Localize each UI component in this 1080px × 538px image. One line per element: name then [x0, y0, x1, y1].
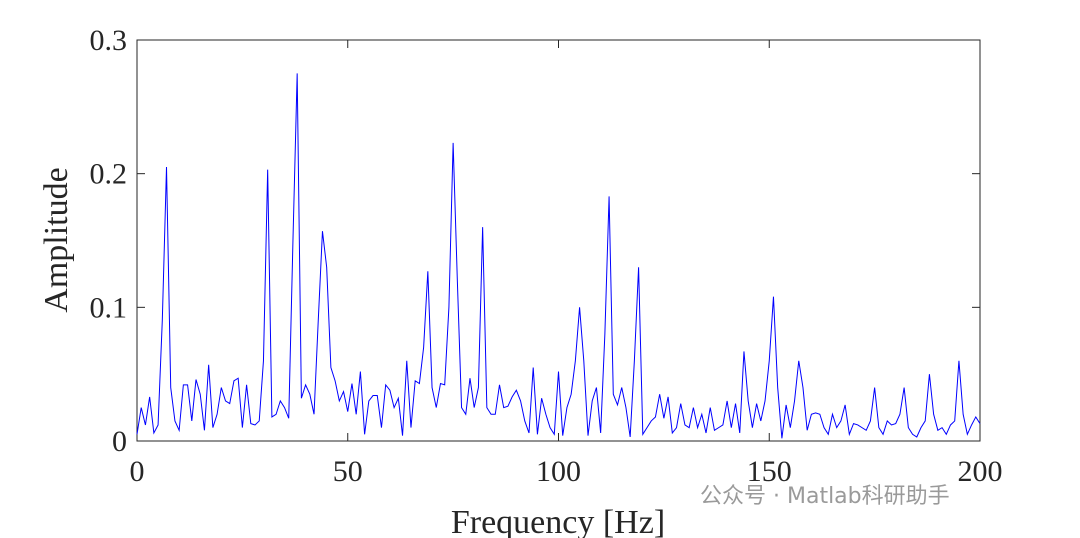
y-axis-label: Amplitude [38, 167, 75, 312]
x-tick-label: 150 [747, 455, 792, 488]
y-tick-label: 0.1 [90, 291, 128, 324]
x-tick-label: 0 [130, 455, 145, 488]
x-tick-label: 100 [536, 455, 581, 488]
y-tick-label: 0 [112, 425, 127, 458]
y-tick-label: 0.3 [90, 24, 128, 57]
x-axis-label: Frequency [Hz] [451, 504, 665, 538]
x-tick-label: 50 [333, 455, 363, 488]
line-series [136, 73, 981, 439]
watermark: 公众号 · Matlab科研助手 [700, 484, 950, 509]
plot-area [136, 39, 981, 442]
x-tick-label: 200 [958, 455, 1003, 488]
y-tick-label: 0.2 [90, 158, 128, 191]
